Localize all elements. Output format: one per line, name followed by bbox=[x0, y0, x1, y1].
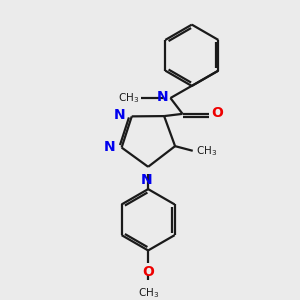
Text: N: N bbox=[114, 108, 125, 122]
Text: N: N bbox=[103, 140, 115, 154]
Text: CH$_3$: CH$_3$ bbox=[196, 144, 217, 158]
Text: N: N bbox=[140, 173, 152, 187]
Text: CH$_3$: CH$_3$ bbox=[137, 286, 159, 300]
Text: CH$_3$: CH$_3$ bbox=[118, 91, 139, 105]
Text: O: O bbox=[142, 265, 154, 279]
Text: O: O bbox=[211, 106, 223, 120]
Text: N: N bbox=[157, 90, 169, 104]
